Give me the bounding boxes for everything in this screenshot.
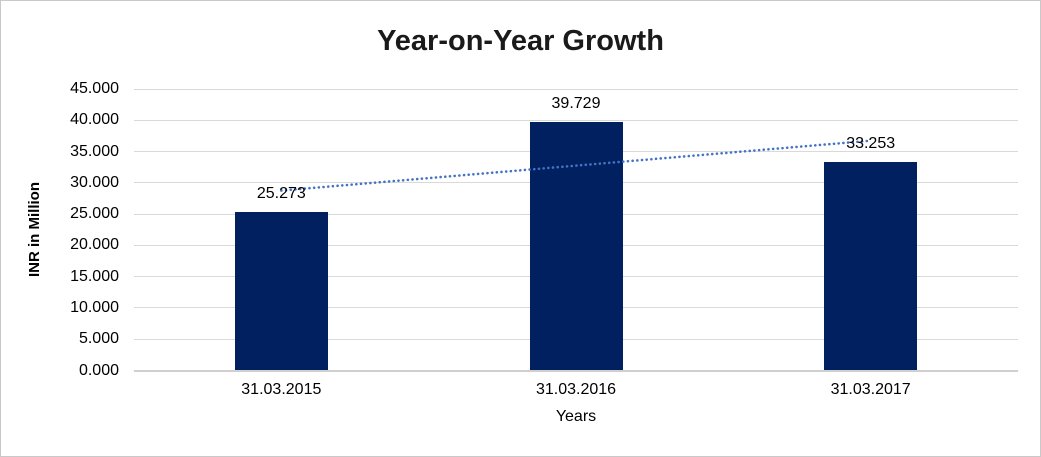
chart-title: Year-on-Year Growth — [377, 25, 664, 57]
y-tick-label: 10.000 — [70, 298, 119, 316]
bar-31.03.2015 — [234, 212, 328, 371]
x-axis-line — [134, 369, 1018, 372]
y-tick-label: 5.000 — [78, 330, 119, 348]
y-tick-label: 20.000 — [70, 236, 119, 254]
y-tick-label: 35.000 — [70, 142, 119, 160]
y-tick-label: 0.000 — [78, 361, 119, 379]
data-label: 39.729 — [551, 94, 601, 112]
x-tick-label: 31.03.2017 — [830, 380, 911, 398]
y-tick-label: 30.000 — [70, 173, 119, 191]
x-tick-label: 31.03.2015 — [241, 380, 322, 398]
x-axis-title: Years — [555, 408, 597, 425]
y-tick-label: 45.000 — [70, 80, 119, 97]
y-tick-label: 40.000 — [70, 111, 119, 129]
data-label: 33.253 — [846, 135, 896, 153]
gridline — [134, 88, 1018, 90]
data-label: 25.273 — [256, 185, 306, 203]
y-axis-title-text: INR in Million — [25, 182, 43, 278]
trendline — [280, 139, 872, 192]
bar-31.03.2016 — [529, 121, 623, 371]
y-tick-label: 15.000 — [70, 267, 119, 285]
y-tick-label: 25.000 — [70, 205, 119, 223]
plot-area: 25.273 39.729 33.253 — [134, 88, 1018, 372]
x-tick-label: 31.03.2016 — [535, 380, 617, 398]
bar-31.03.2017 — [824, 162, 918, 371]
gridline — [134, 119, 1018, 121]
